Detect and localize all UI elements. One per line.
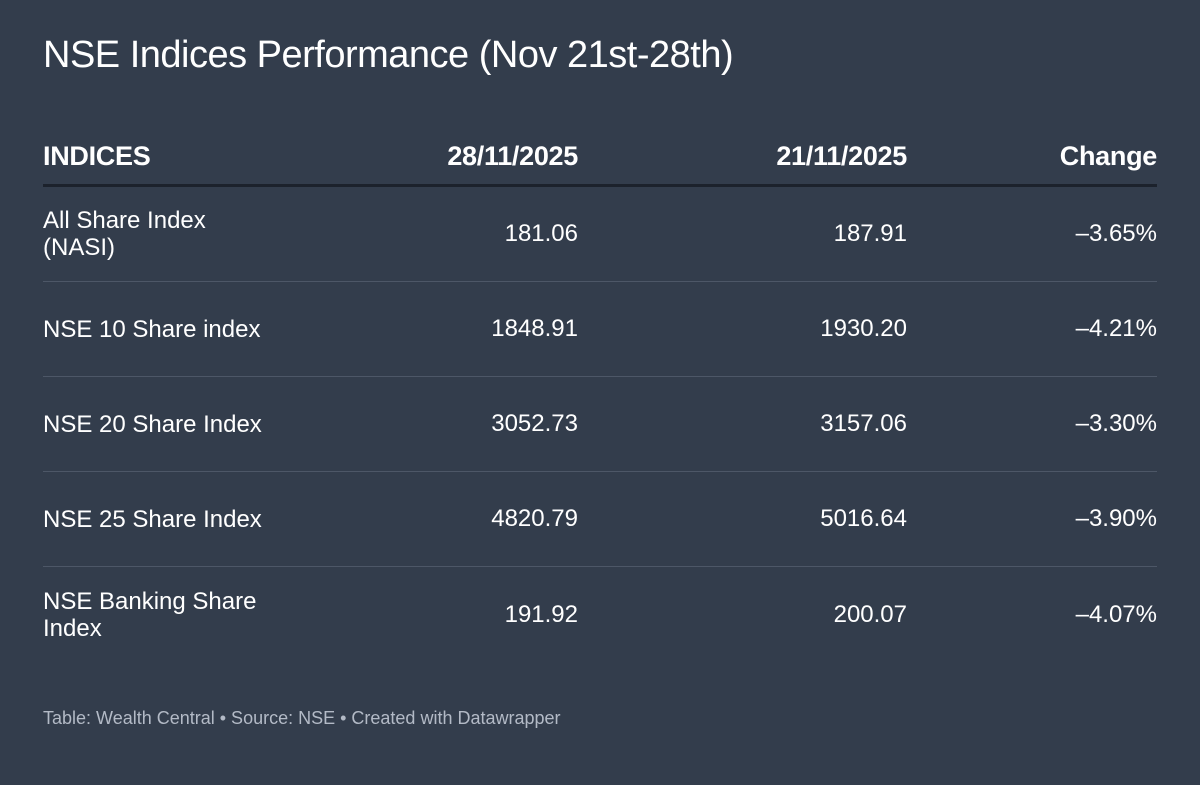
table: INDICES 28/11/2025 21/11/2025 Change All Sha…	[43, 128, 1157, 662]
table-row: NSE 25 Share Index 4820.79 5016.64 –3.90%	[43, 472, 1157, 567]
table-cell: 191.92	[504, 600, 578, 628]
table-cell: –4.21%	[1075, 315, 1157, 342]
title: NSE Indices Performance (Nov 21st-28th)	[43, 34, 734, 76]
table-cell: NSE Banking Share Index	[43, 587, 257, 642]
table-cell: 181.06	[504, 220, 578, 247]
column-header: 21/11/2025	[776, 140, 907, 171]
table-cell: 3052.73	[491, 410, 578, 437]
table-cell: 187.91	[833, 220, 907, 247]
table-cell: –3.90%	[1075, 505, 1157, 532]
table-cell: 1930.20	[820, 315, 907, 342]
footer: Table: Wealth Central • Source: NSE • Cr…	[43, 708, 561, 728]
table-row: All Share Index (NASI) 181.06 187.91 –3.65%	[43, 187, 1157, 282]
header-row: INDICES 28/11/2025 21/11/2025 Change	[43, 128, 1157, 187]
table-cell: NSE 10 Share index	[43, 315, 261, 343]
table-cell: –3.65%	[1075, 220, 1157, 247]
column-header: Change	[1059, 140, 1158, 171]
table-cell: 1848.91	[491, 315, 578, 342]
table-cell: All Share Index (NASI)	[43, 207, 206, 261]
column-header: 28/11/2025	[447, 140, 578, 171]
table-cell: 4820.79	[491, 505, 578, 532]
table-cell: –4.07%	[1075, 600, 1157, 628]
table-row: NSE 20 Share Index 3052.73 3157.06 –3.30%	[43, 377, 1157, 472]
table-row: NSE Banking Share Index 191.92 200.07 –4.07…	[43, 567, 1157, 662]
column-header: INDICES	[43, 140, 151, 171]
table-cell: 3157.06	[820, 410, 907, 437]
table-cell: 200.07	[833, 600, 907, 628]
table-cell: NSE 20 Share Index	[43, 410, 262, 438]
table-row: NSE 10 Share index 1848.91 1930.20 –4.21%	[43, 282, 1157, 377]
table-cell: 5016.64	[820, 505, 907, 532]
table-cell: –3.30%	[1075, 410, 1157, 437]
table-cell: NSE 25 Share Index	[43, 505, 262, 533]
